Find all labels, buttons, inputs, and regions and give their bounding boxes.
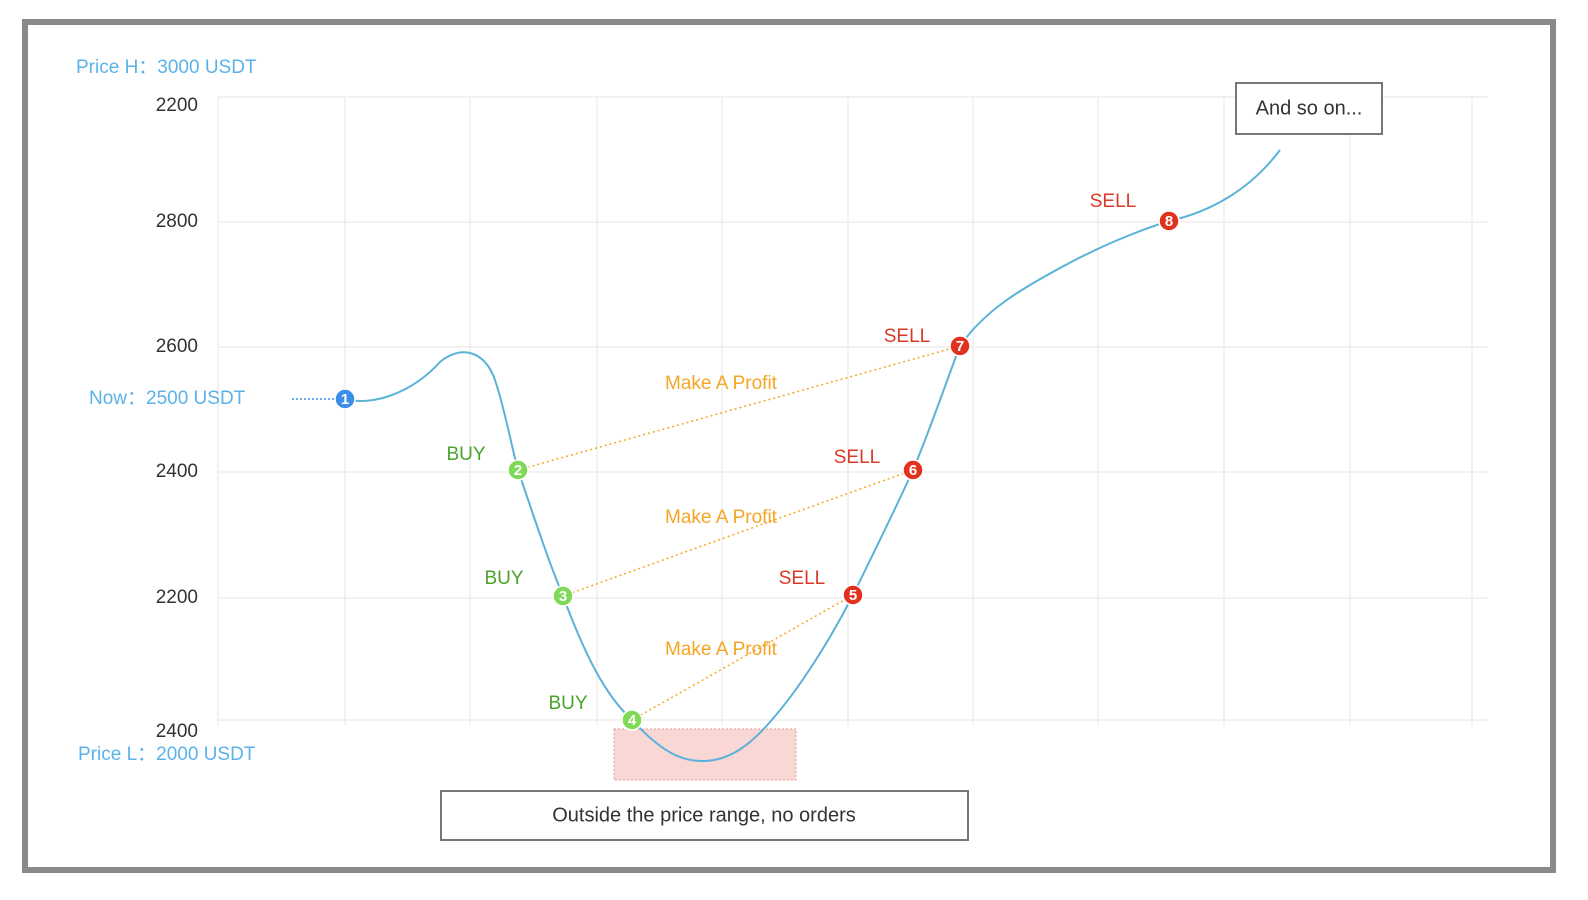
point-number: 2 [514,462,522,479]
price-high: Price H：3000 USDT [76,57,257,78]
profit-label: Make A Profit [665,373,778,394]
grid-point [842,584,864,606]
point-number: 6 [909,462,917,479]
y-axis-label: 2600 [156,336,198,357]
action-label: SELL [834,447,880,468]
outside-range: Outside the price range, no orders [552,804,856,826]
action-label: BUY [446,444,485,465]
grid-point [552,585,574,607]
action-label: SELL [884,326,930,347]
grid-point [507,459,529,481]
point-number: 4 [628,712,637,729]
point-number: 1 [341,391,349,408]
point-number: 8 [1165,213,1173,230]
note-box [440,790,969,841]
profit-lines [517,345,961,721]
price-curve [344,149,1281,763]
profit-label: Make A Profit [665,507,778,528]
action-label: BUY [484,568,523,589]
point-number: 7 [956,338,964,355]
grid-point [902,459,924,481]
y-axis-label: 2400 [156,721,198,742]
action-label: SELL [779,568,825,589]
action-label: BUY [548,693,587,714]
y-axis-label: 2400 [156,461,198,482]
point-number: 3 [559,588,567,605]
frame [22,19,1556,873]
note-box [1235,82,1383,135]
grid-point [621,709,643,731]
price-low: Price L：2000 USDT [78,744,256,765]
y-axis-label: 2200 [156,95,198,116]
price-now: Now：2500 USDT [89,388,246,409]
grid-point [949,335,971,357]
profit-line [562,469,914,597]
grid-point [1158,210,1180,232]
out-of-range-zone [613,728,797,781]
and-so-on: And so on... [1256,97,1363,119]
grid [217,96,1488,725]
y-axis-label: 2200 [156,587,198,608]
profit-label: Make A Profit [665,639,778,660]
profit-line [517,345,961,471]
action-label: SELL [1090,191,1136,212]
grid-point [334,388,356,410]
y-axis-label: 2800 [156,211,198,232]
point-number: 5 [849,587,857,604]
profit-line [631,594,854,721]
